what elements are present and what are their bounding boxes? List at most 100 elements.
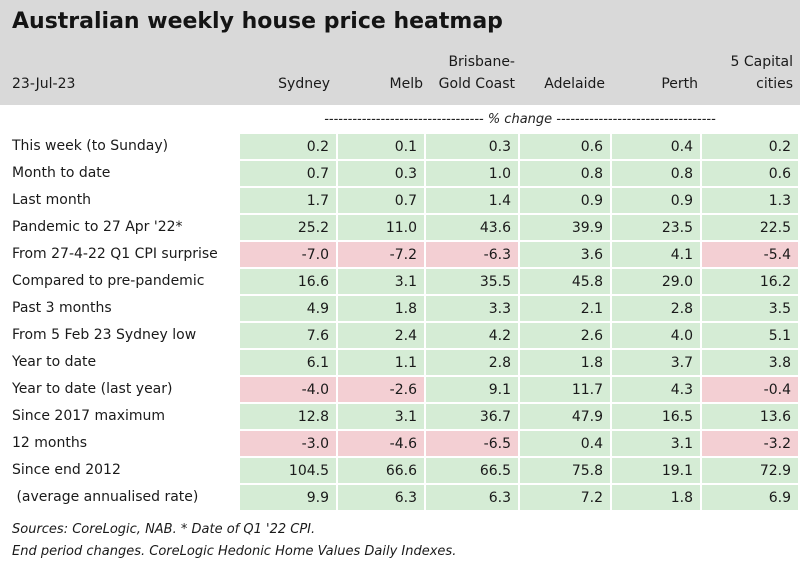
header-band	[0, 44, 800, 105]
heatmap-cell-melb: 6.3	[338, 485, 424, 510]
heatmap-cell-perth: 29.0	[612, 269, 700, 294]
row-label: From 5 Feb 23 Sydney low	[12, 327, 197, 343]
column-header-perth-line2: Perth	[661, 76, 698, 92]
heatmap-cell-sydney: 0.2	[240, 134, 336, 159]
heatmap-cell-capitals: 0.6	[702, 161, 798, 186]
heatmap-cell-adelaide: 0.8	[520, 161, 610, 186]
row-label: Since 2017 maximum	[12, 408, 166, 424]
table-row: From 27-4-22 Q1 CPI surprise -7.0 -7.2 -6.3…	[0, 241, 800, 268]
heatmap-cell-melb: -4.6	[338, 431, 424, 456]
heatmap-cell-adelaide: 1.8	[520, 350, 610, 375]
heatmap-cell-melb: 11.0	[338, 215, 424, 240]
heatmap-cell-perth: 2.8	[612, 296, 700, 321]
row-label: 12 months	[12, 435, 87, 451]
heatmap-cell-sydney: 0.7	[240, 161, 336, 186]
heatmap-cell-sydney: 12.8	[240, 404, 336, 429]
percent-change-subheader: ---------------------------------- % cha…	[324, 112, 716, 127]
heatmap-cell-melb: 1.8	[338, 296, 424, 321]
table-row: Month to date 0.7 0.3 1.0 0.8 0.8 0.6	[0, 160, 800, 187]
table-row: Since end 2012 104.5 66.6 66.5 75.8 19.1 72.9	[0, 457, 800, 484]
row-label: (average annualised rate)	[12, 489, 199, 505]
heatmap-cell-brisbane: 1.0	[426, 161, 518, 186]
heatmap-cell-sydney: 104.5	[240, 458, 336, 483]
table-row: Year to date 6.1 1.1 2.8 1.8 3.7 3.8	[0, 349, 800, 376]
heatmap-cell-melb: 3.1	[338, 404, 424, 429]
heatmap-cell-perth: 3.7	[612, 350, 700, 375]
heatmap-cell-capitals: 1.3	[702, 188, 798, 213]
date-label: 23-Jul-23	[12, 76, 76, 92]
heatmap-cell-sydney: -3.0	[240, 431, 336, 456]
heatmap-cell-capitals: 0.2	[702, 134, 798, 159]
heatmap-cell-brisbane: 0.3	[426, 134, 518, 159]
heatmap-cell-perth: 0.4	[612, 134, 700, 159]
heatmap-cell-adelaide: 0.6	[520, 134, 610, 159]
heatmap-cell-sydney: -7.0	[240, 242, 336, 267]
heatmap-cell-melb: 2.4	[338, 323, 424, 348]
heatmap-cell-capitals: -0.4	[702, 377, 798, 402]
column-header-capitals-line2: cities	[756, 76, 793, 92]
row-label: Compared to pre-pandemic	[12, 273, 205, 289]
row-label: This week (to Sunday)	[12, 138, 169, 154]
heatmap-cell-brisbane: 4.2	[426, 323, 518, 348]
heatmap-cell-adelaide: 7.2	[520, 485, 610, 510]
heatmap-cell-brisbane: -6.3	[426, 242, 518, 267]
heatmap-cell-capitals: 72.9	[702, 458, 798, 483]
table-row: From 5 Feb 23 Sydney low 7.6 2.4 4.2 2.6 4.0 5…	[0, 322, 800, 349]
column-header-brisbane-line1: Brisbane-	[448, 54, 515, 70]
row-label: Past 3 months	[12, 300, 112, 316]
heatmap-cell-brisbane: 43.6	[426, 215, 518, 240]
heatmap-cell-adelaide: 47.9	[520, 404, 610, 429]
column-header-melb-line2: Melb	[389, 76, 423, 92]
heatmap-cell-brisbane: 3.3	[426, 296, 518, 321]
heatmap-cell-capitals: -3.2	[702, 431, 798, 456]
table-row: (average annualised rate) 9.9 6.3 6.3 7.2 1.8…	[0, 484, 800, 511]
heatmap-cell-capitals: 13.6	[702, 404, 798, 429]
heatmap-cell-capitals: -5.4	[702, 242, 798, 267]
row-label: Pandemic to 27 Apr '22*	[12, 219, 183, 235]
table-row: Pandemic to 27 Apr '22* 25.2 11.0 43.6 39.9 2…	[0, 214, 800, 241]
heatmap-cell-adelaide: 75.8	[520, 458, 610, 483]
column-header-adelaide-line2: Adelaide	[544, 76, 605, 92]
heatmap-cell-melb: -2.6	[338, 377, 424, 402]
heatmap-cell-perth: 19.1	[612, 458, 700, 483]
heatmap-cell-adelaide: 0.4	[520, 431, 610, 456]
heatmap-cell-brisbane: 1.4	[426, 188, 518, 213]
heatmap-cell-brisbane: 66.5	[426, 458, 518, 483]
heatmap-cell-adelaide: 2.1	[520, 296, 610, 321]
heatmap-cell-sydney: -4.0	[240, 377, 336, 402]
table-row: Compared to pre-pandemic 16.6 3.1 35.5 45.8 2…	[0, 268, 800, 295]
heatmap-cell-melb: 66.6	[338, 458, 424, 483]
table-row: Year to date (last year) -4.0 -2.6 9.1 11.7 4…	[0, 376, 800, 403]
heatmap-cell-brisbane: 36.7	[426, 404, 518, 429]
heatmap-cell-adelaide: 11.7	[520, 377, 610, 402]
heatmap-cell-melb: 0.7	[338, 188, 424, 213]
heatmap-cell-perth: 4.3	[612, 377, 700, 402]
heatmap-cell-sydney: 9.9	[240, 485, 336, 510]
chart-title: Australian weekly house price heatmap	[12, 9, 503, 34]
table-row: Last month 1.7 0.7 1.4 0.9 0.9 1.3	[0, 187, 800, 214]
heatmap-cell-capitals: 3.8	[702, 350, 798, 375]
column-header-sydney-line2: Sydney	[278, 76, 330, 92]
footnote-sources: Sources: CoreLogic, NAB. * Date of Q1 '2…	[12, 522, 316, 537]
heatmap-cell-sydney: 1.7	[240, 188, 336, 213]
heatmap-cell-sydney: 16.6	[240, 269, 336, 294]
heatmap-cell-melb: 0.1	[338, 134, 424, 159]
row-label: Year to date (last year)	[12, 381, 173, 397]
table-row: 12 months -3.0 -4.6 -6.5 0.4 3.1 -3.2	[0, 430, 800, 457]
heatmap-cell-perth: 0.8	[612, 161, 700, 186]
heatmap-cell-perth: 16.5	[612, 404, 700, 429]
heatmap-cell-melb: 1.1	[338, 350, 424, 375]
heatmap-cell-perth: 23.5	[612, 215, 700, 240]
footnote-method: End period changes. CoreLogic Hedonic Ho…	[12, 544, 457, 559]
row-label: From 27-4-22 Q1 CPI surprise	[12, 246, 218, 262]
column-header-capitals-line1: 5 Capital	[730, 54, 793, 70]
column-header-brisbane-line2: Gold Coast	[438, 76, 515, 92]
heatmap-cell-melb: 0.3	[338, 161, 424, 186]
heatmap-cell-sydney: 4.9	[240, 296, 336, 321]
heatmap-cell-brisbane: -6.5	[426, 431, 518, 456]
heatmap-cell-capitals: 16.2	[702, 269, 798, 294]
heatmap-cell-capitals: 3.5	[702, 296, 798, 321]
heatmap-cell-capitals: 5.1	[702, 323, 798, 348]
heatmap-cell-brisbane: 2.8	[426, 350, 518, 375]
heatmap-cell-capitals: 22.5	[702, 215, 798, 240]
